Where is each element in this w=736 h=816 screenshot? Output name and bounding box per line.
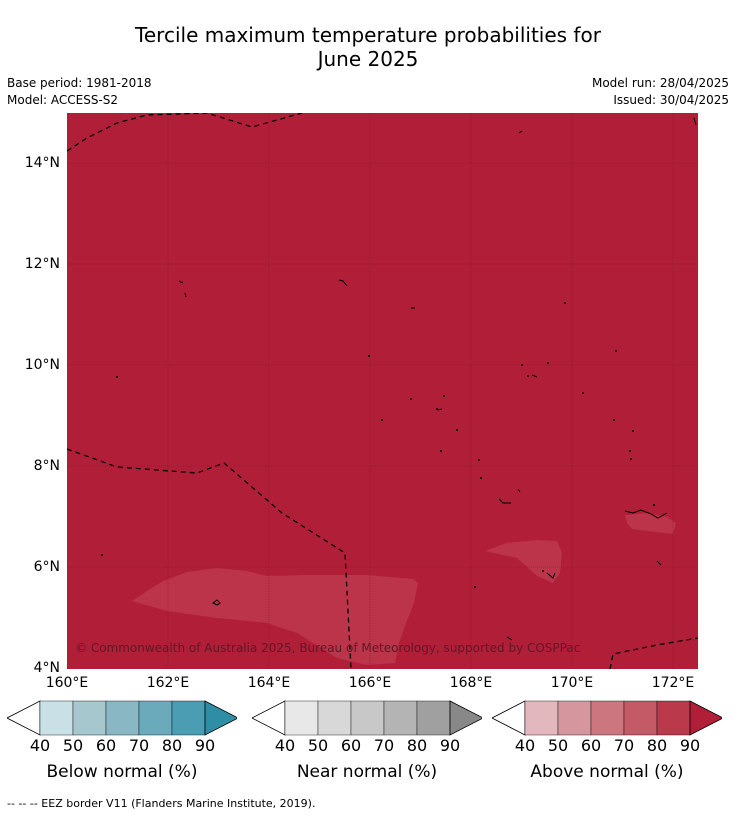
legend-extend-high xyxy=(204,700,237,736)
lat-label-12n: 12°N xyxy=(24,256,60,272)
map-title-line2: June 2025 xyxy=(317,47,419,71)
legend-extend-low xyxy=(492,700,526,736)
legend-tick-label: 80 xyxy=(646,736,668,755)
legend-near-normal xyxy=(252,700,482,736)
legend-extend-high xyxy=(449,700,482,736)
legend-swatch xyxy=(383,700,418,736)
map-title-line1: Tercile maximum temperature probabilitie… xyxy=(135,23,601,47)
model-name: Model: ACCESS-S2 xyxy=(7,93,119,107)
eez-border-north xyxy=(67,113,303,152)
legend-label-near: Near normal (%) xyxy=(296,762,438,782)
legend-above-normal xyxy=(492,700,722,736)
lon-label-170e: 170°E xyxy=(550,675,594,691)
lon-label-160e: 160°E xyxy=(45,675,89,691)
lat-label-4n: 4°N xyxy=(33,660,60,676)
legend-swatch xyxy=(656,700,691,736)
legend-swatch xyxy=(317,700,352,736)
legend-swatch xyxy=(171,700,206,736)
legend-swatch xyxy=(350,700,385,736)
legend-tick-label: 70 xyxy=(613,736,635,755)
legend-swatch xyxy=(138,700,173,736)
legend-swatch xyxy=(72,700,107,736)
legend-tick-label: 90 xyxy=(439,736,461,755)
legend-extend-high xyxy=(689,700,722,736)
legend-tick-label: 70 xyxy=(128,736,150,755)
legend-tick-label: 60 xyxy=(580,736,602,755)
legend-tick-label: 50 xyxy=(62,736,84,755)
lat-label-10n: 10°N xyxy=(24,357,60,373)
legend-tick-label: 50 xyxy=(307,736,329,755)
legend-label-below: Below normal (%) xyxy=(46,762,198,782)
region-above-80-east-b xyxy=(625,513,676,534)
legend-tick-label: 40 xyxy=(274,736,296,755)
region-above-80-east-a xyxy=(485,540,562,583)
probability-map: © Commonwealth of Australia 2025, Bureau… xyxy=(67,113,698,669)
legend-tick-label: 80 xyxy=(161,736,183,755)
issued-date: Issued: 30/04/2025 xyxy=(613,93,729,107)
lon-label-162e: 162°E xyxy=(146,675,190,691)
lon-label-166e: 166°E xyxy=(348,675,392,691)
copyright-notice: © Commonwealth of Australia 2025, Bureau… xyxy=(75,641,581,655)
legend-tick-label: 40 xyxy=(29,736,51,755)
legend-tick-label: 50 xyxy=(547,736,569,755)
lat-label-6n: 6°N xyxy=(33,559,60,575)
legend-swatch xyxy=(623,700,658,736)
legend-below-normal xyxy=(7,700,237,736)
legend-tick-label: 70 xyxy=(373,736,395,755)
lat-label-14n: 14°N xyxy=(24,155,60,171)
legend-swatch xyxy=(524,700,559,736)
lon-label-168e: 168°E xyxy=(449,675,493,691)
legend-label-above: Above normal (%) xyxy=(530,762,684,782)
eez-border-southeast xyxy=(609,637,698,669)
lon-label-164e: 164°E xyxy=(247,675,291,691)
eez-border-west xyxy=(67,448,352,669)
legend-tick-label: 60 xyxy=(95,736,117,755)
legend-swatch xyxy=(284,700,319,736)
lat-label-8n: 8°N xyxy=(33,458,60,474)
legend-tick-label: 40 xyxy=(514,736,536,755)
model-run: Model run: 28/04/2025 xyxy=(591,76,729,90)
lon-label-172e: 172°E xyxy=(651,675,695,691)
legend-tick-label: 90 xyxy=(194,736,216,755)
legend-swatch xyxy=(105,700,140,736)
legend-swatch xyxy=(39,700,74,736)
base-period: Base period: 1981-2018 xyxy=(7,76,152,90)
legend-tick-label: 80 xyxy=(406,736,428,755)
legend-swatch xyxy=(557,700,592,736)
legend-swatch xyxy=(416,700,451,736)
legend-swatch xyxy=(590,700,625,736)
legend-extend-low xyxy=(252,700,286,736)
legend-tick-label: 60 xyxy=(340,736,362,755)
legend-extend-low xyxy=(7,700,41,736)
eez-footer-note: -- -- -- EEZ border V11 (Flanders Marine… xyxy=(7,797,316,810)
legend-tick-label: 90 xyxy=(679,736,701,755)
